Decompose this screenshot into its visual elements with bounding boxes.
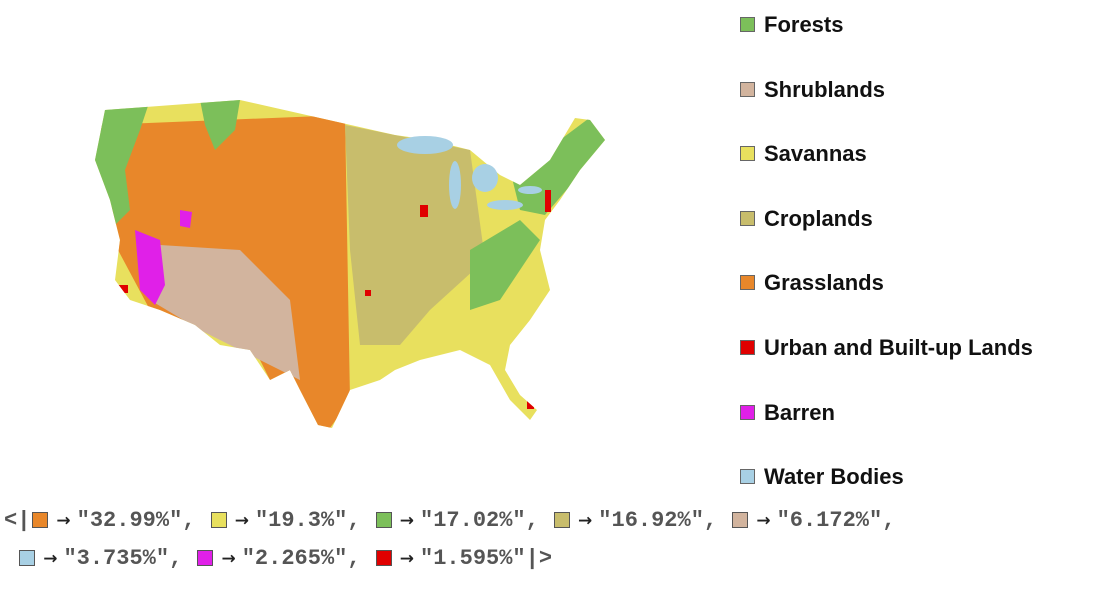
legend-swatch <box>740 146 755 162</box>
color-swatch <box>210 512 227 528</box>
great-lakes <box>397 136 542 210</box>
legend-item: Shrublands <box>740 77 1033 142</box>
color-swatch <box>375 550 392 566</box>
color-swatch <box>375 512 392 528</box>
legend-swatch <box>740 81 755 97</box>
association-close: |> <box>525 546 553 571</box>
percent-string: "32.99%" <box>76 508 183 533</box>
legend-swatch <box>740 17 755 32</box>
land-cover-map <box>95 100 605 428</box>
legend-label: Grasslands <box>764 270 884 296</box>
legend-item: Grasslands <box>740 270 1033 335</box>
legend-swatch <box>740 404 755 420</box>
map-regions <box>95 100 605 428</box>
arrow: → <box>56 511 71 531</box>
legend-item: Barren <box>740 400 1033 465</box>
percent-string: "16.92%" <box>598 508 704 533</box>
percent-string: "17.02%" <box>420 508 526 533</box>
arrow: → <box>399 549 415 569</box>
arrow: → <box>221 549 236 569</box>
color-swatch <box>732 512 749 528</box>
arrow: → <box>43 549 58 569</box>
legend-item: Savannas <box>740 141 1033 206</box>
legend-label: Forests <box>764 12 844 37</box>
legend-label: Croplands <box>764 205 873 231</box>
legend-swatch <box>740 339 755 355</box>
legend-label: Urban and Built-up Lands <box>764 334 1033 360</box>
separator: , <box>182 508 196 533</box>
color-swatch <box>32 512 49 528</box>
separator: , <box>703 508 718 533</box>
legend-label: Water Bodies <box>764 464 904 490</box>
legend-label: Barren <box>764 399 835 425</box>
legend-item: Water Bodies <box>740 464 1033 529</box>
legend-swatch <box>740 275 755 291</box>
arrow: → <box>578 511 593 531</box>
separator: , <box>347 508 361 533</box>
percent-string: "19.3%" <box>254 508 348 533</box>
legend-item: Urban and Built-up Lands <box>740 335 1033 400</box>
arrow: → <box>756 511 771 531</box>
percent-string: "1.595%" <box>420 546 526 571</box>
separator: , <box>169 546 183 571</box>
arrow: → <box>234 511 249 531</box>
legend-item: Croplands <box>740 206 1033 271</box>
percent-string: "6.172%" <box>776 508 883 533</box>
association-open: <| <box>4 508 31 533</box>
color-swatch <box>554 512 571 528</box>
legend-label: Savannas <box>764 141 867 167</box>
color-swatch <box>197 550 214 566</box>
percent-string: "2.265%" <box>241 546 348 571</box>
legend-item: Forests <box>740 12 1033 77</box>
arrow: → <box>399 511 415 531</box>
percent-string: "3.735%" <box>63 546 170 571</box>
separator: , <box>882 508 896 533</box>
association-output: <| → "32.99%", → "19.3%", → "17.02%", → "16.9… <box>4 502 895 578</box>
color-swatch <box>19 550 36 566</box>
legend-swatch <box>740 210 755 226</box>
legend-swatch <box>740 469 755 485</box>
separator: , <box>347 546 361 571</box>
legend-label: Shrublands <box>764 76 886 102</box>
separator: , <box>525 508 539 533</box>
legend: Forests Shrublands Savannas Croplands Grassl… <box>740 12 1033 529</box>
